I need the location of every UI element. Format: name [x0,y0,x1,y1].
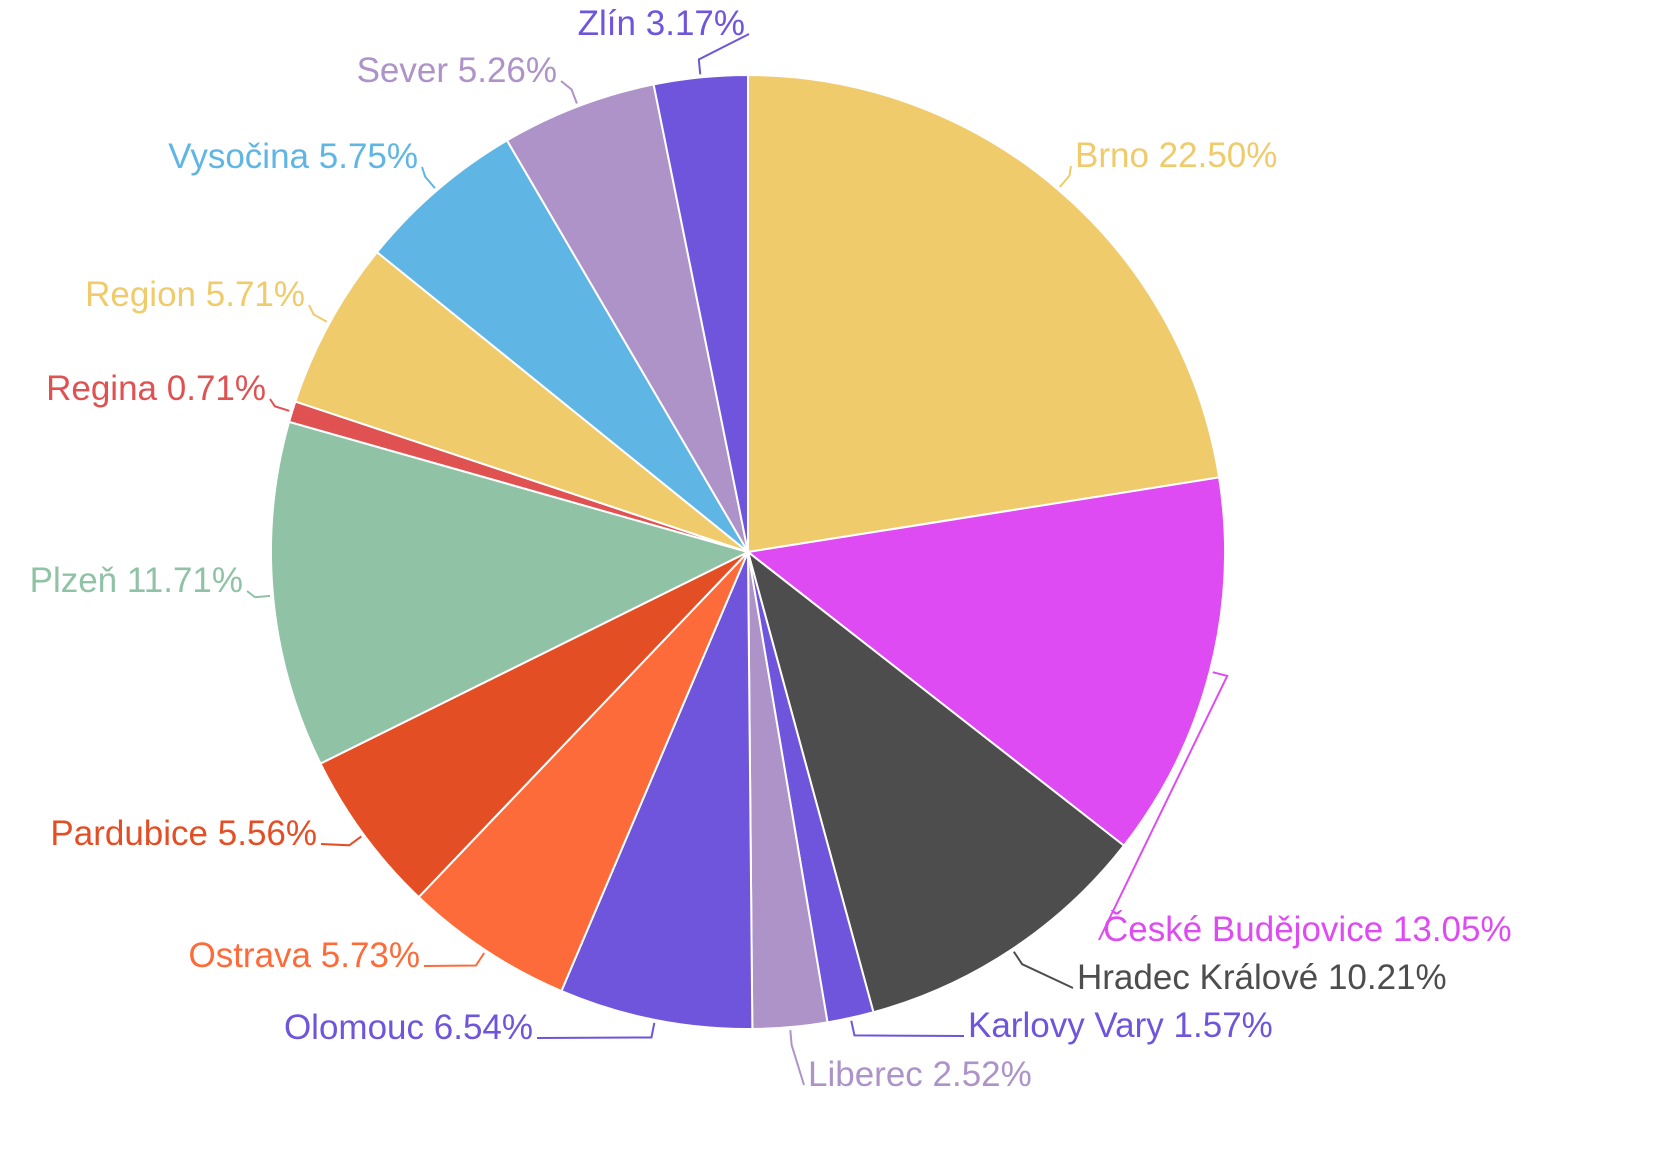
slice-label: Ostrava 5.73% [188,936,420,975]
slice-label: Olomouc 6.54% [284,1008,533,1047]
slice-category: Karlovy Vary [968,1006,1164,1045]
pie-slice [745,476,1226,848]
slice-label: Pardubice 5.56% [50,814,317,853]
slice-category: Pardubice [50,814,208,853]
slice-category: Vysočina [168,137,309,176]
slice-category: Plzeň [30,561,118,600]
slice-label: Karlovy Vary 1.57% [968,1006,1273,1045]
slice-category: Brno [1075,136,1149,175]
slice-label: České Budějovice 13.05% [1103,910,1512,949]
leader-line [697,33,750,75]
pie-slice [747,73,1221,554]
pie-slice [505,83,749,553]
slice-value: 6.54% [434,1008,533,1047]
pie-slice [560,551,754,1030]
slice-category: Ostrava [188,936,311,975]
slice-label: Vysočina 5.75% [168,137,418,176]
leader-line [269,398,290,412]
slice-value: 5.75% [319,137,418,176]
slice-category: Regina [46,369,157,408]
slice-label: Sever 5.26% [357,51,557,90]
leader-line [320,835,362,847]
slice-label: Brno 22.50% [1075,136,1277,175]
leader-line [560,80,578,104]
slice-label: Region 5.71% [85,275,305,314]
slice-category: Region [85,275,196,314]
slice-value: 10.21% [1328,958,1447,997]
leader-line [850,1020,965,1037]
slice-category: Zlín [578,4,636,43]
slice-category: Hradec Králové [1077,958,1318,997]
leader-line [421,166,436,189]
leader-line [1012,951,1074,989]
leader-line [536,1022,656,1039]
leader-line [1059,165,1072,188]
slice-value: 5.71% [206,275,305,314]
slice-label: Zlín 3.17% [578,4,745,43]
leader-line [423,952,486,967]
slice-value: 5.73% [321,936,420,975]
leader-line [308,304,328,323]
slice-value: 11.71% [127,561,243,600]
slice-value: 0.71% [167,369,266,408]
slice-category: České Budějovice [1103,910,1383,949]
pie-slice [746,549,1126,1014]
pie-slice [652,73,749,553]
slice-label: Regina 0.71% [46,369,266,408]
pie-slice [417,551,749,993]
pie-slice [375,139,749,553]
slice-value: 5.26% [458,51,557,90]
pie-slice [270,420,751,765]
pie-slice [294,250,749,553]
leader-line [246,590,271,599]
slice-value: 3.17% [646,4,745,43]
slice-category: Sever [357,51,449,90]
slice-value: 13.05% [1393,910,1512,949]
pie-slice [319,551,749,899]
slice-value: 2.52% [933,1055,1032,1094]
slice-category: Liberec [808,1055,923,1094]
slice-value: 5.56% [218,814,317,853]
slice-label: Liberec 2.52% [808,1055,1032,1094]
leader-line [1098,671,1229,941]
leader-line [789,1030,805,1086]
slice-label: Plzeň 11.71% [30,561,243,600]
slice-category: Olomouc [284,1008,424,1047]
slice-value: 22.50% [1159,136,1278,175]
slice-label: Hradec Králové 10.21% [1077,958,1447,997]
slice-value: 1.57% [1174,1006,1273,1045]
